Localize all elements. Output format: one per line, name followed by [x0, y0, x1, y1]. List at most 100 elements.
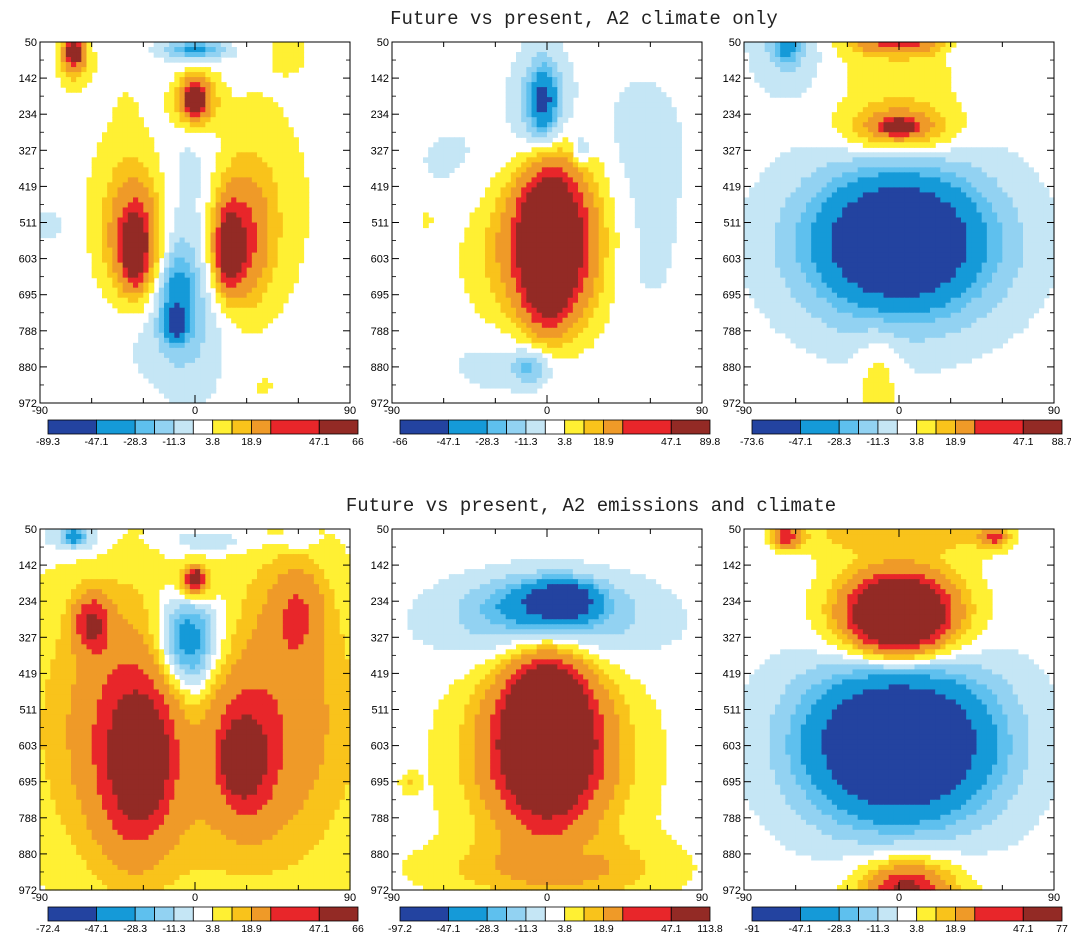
heatmap-cell — [919, 67, 926, 73]
heatmap-cell — [226, 222, 232, 229]
heatmap-cell — [288, 152, 294, 158]
heatmap-cell — [775, 47, 781, 53]
heatmap-cell — [883, 42, 890, 48]
heatmap-cell — [536, 247, 543, 254]
heatmap-cell — [169, 107, 175, 113]
heatmap-cell — [510, 322, 517, 329]
heatmap-cell — [547, 222, 553, 229]
heatmap-cell — [102, 187, 108, 194]
heatmap-cell — [769, 42, 776, 48]
heatmap-cell — [133, 357, 139, 364]
heatmap-cell — [893, 182, 900, 188]
heatmap-cell — [640, 237, 646, 244]
heatmap-cell — [143, 187, 150, 194]
heatmap-cell — [909, 97, 916, 103]
heatmap-cell — [272, 152, 279, 158]
heatmap-cell — [246, 162, 253, 168]
heatmap-cell — [495, 227, 502, 234]
heatmap-cell — [226, 157, 232, 163]
heatmap-cell — [127, 252, 134, 259]
heatmap-cell — [148, 192, 155, 199]
heatmap-cell — [195, 162, 201, 168]
heatmap-cell — [220, 277, 227, 284]
heatmap-cell — [443, 167, 450, 173]
heatmap-cell — [547, 122, 553, 128]
heatmap-cell — [153, 212, 160, 219]
heatmap-cell — [195, 157, 201, 163]
heatmap-cell — [231, 132, 237, 138]
heatmap-cell — [251, 217, 258, 224]
heatmap-cell — [930, 87, 936, 93]
heatmap-cell — [189, 362, 196, 369]
heatmap-cell — [220, 102, 227, 108]
heatmap-cell — [277, 262, 284, 269]
heatmap-cell — [665, 137, 672, 143]
heatmap-cell — [117, 297, 124, 304]
heatmap-cell — [251, 287, 258, 294]
heatmap-cell — [107, 227, 113, 234]
heatmap-cell — [490, 192, 496, 199]
heatmap-cell — [593, 307, 600, 314]
heatmap-cell — [567, 62, 574, 68]
heatmap-cell — [852, 97, 859, 103]
heatmap-cell — [288, 212, 294, 219]
heatmap-cell — [226, 197, 232, 204]
heatmap-cell — [184, 127, 191, 133]
heatmap-cell — [1043, 187, 1050, 194]
heatmap-cell — [640, 187, 646, 194]
heatmap-cell — [153, 362, 160, 369]
heatmap-cell — [143, 162, 150, 168]
heatmap-cell — [873, 172, 879, 178]
heatmap-cell — [660, 197, 667, 204]
heatmap-cell — [893, 132, 900, 138]
heatmap-cell — [184, 242, 191, 249]
heatmap-cell — [640, 182, 646, 188]
heatmap-cell — [899, 137, 905, 143]
heatmap-cell — [531, 352, 538, 359]
heatmap-cell — [164, 42, 170, 48]
heatmap-cell — [505, 307, 512, 314]
heatmap-cell — [878, 162, 885, 168]
heatmap-cell — [210, 227, 217, 234]
heatmap-cell — [645, 202, 651, 209]
heatmap-cell — [634, 202, 641, 209]
heatmap-cell — [552, 292, 558, 299]
heatmap-cell — [490, 352, 496, 359]
heatmap-cell — [205, 372, 212, 379]
heatmap-cell — [541, 52, 548, 58]
heatmap-cell — [516, 377, 522, 384]
heatmap-cell — [547, 57, 553, 63]
heatmap-cell — [536, 222, 543, 229]
heatmap-cell — [153, 372, 160, 379]
heatmap-cell — [541, 112, 548, 118]
heatmap-cell — [205, 127, 212, 133]
heatmap-cell — [184, 267, 191, 274]
heatmap-cell — [634, 222, 641, 229]
heatmap-cell — [148, 322, 155, 329]
heatmap-cell — [236, 297, 243, 304]
heatmap-cell — [852, 127, 859, 133]
heatmap-cell — [231, 52, 237, 58]
heatmap-cell — [277, 207, 284, 214]
heatmap-cell — [935, 47, 941, 53]
heatmap-cell — [930, 167, 936, 173]
heatmap-cell — [184, 317, 191, 324]
heatmap-cell — [567, 287, 574, 294]
heatmap-cell — [169, 357, 175, 364]
heatmap-cell — [769, 92, 776, 98]
heatmap-cell — [510, 97, 517, 103]
heatmap-cell — [541, 182, 548, 188]
heatmap-cell — [122, 237, 129, 244]
heatmap-cell — [112, 282, 119, 289]
heatmap-cell — [536, 162, 543, 168]
heatmap-cell — [122, 182, 129, 188]
heatmap-cell — [133, 217, 139, 224]
heatmap-cell — [71, 57, 77, 63]
heatmap-cell — [671, 112, 677, 118]
heatmap-cell — [102, 232, 108, 239]
heatmap-cell — [179, 227, 186, 234]
heatmap-cell — [541, 117, 548, 123]
heatmap-cell — [495, 292, 502, 299]
y-tick-label: 603 — [371, 254, 389, 266]
heatmap-cell — [676, 177, 682, 183]
